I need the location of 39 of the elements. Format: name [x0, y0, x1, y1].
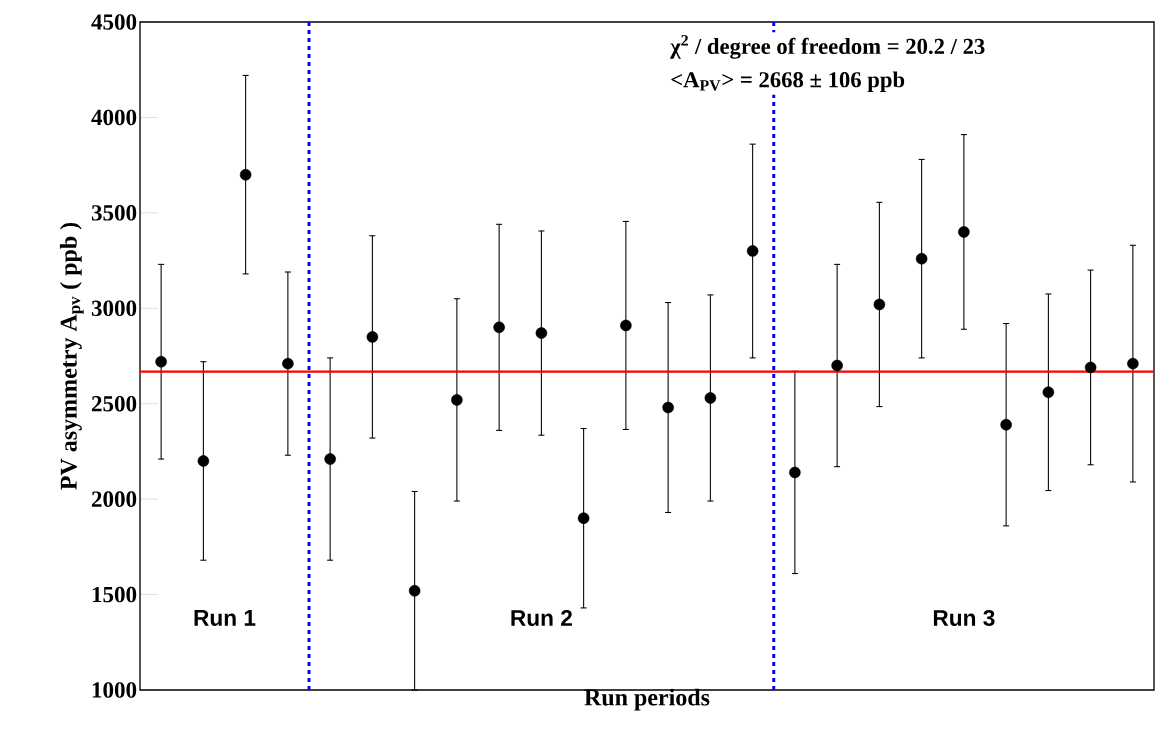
point — [873, 298, 886, 311]
point — [1127, 357, 1139, 370]
point — [746, 245, 759, 257]
point — [1000, 418, 1012, 431]
point — [535, 327, 548, 339]
annotation: Run 3 — [933, 609, 995, 627]
y-tick-label: 4000 — [91, 109, 137, 126]
point — [1042, 386, 1055, 399]
point — [577, 512, 590, 524]
annotation: <A$_{PV}$> = 2668 ± 106 ppb — [671, 71, 905, 92]
y-tick-label: 2000 — [91, 491, 137, 507]
point — [915, 252, 928, 265]
y-tick-label: 3500 — [91, 205, 137, 221]
point — [958, 226, 970, 238]
point — [197, 455, 210, 467]
point — [704, 392, 717, 404]
point — [366, 331, 379, 343]
point — [662, 401, 674, 414]
y-tick-label: 1000 — [92, 682, 137, 698]
y-tick-label: 4500 — [91, 14, 137, 30]
point — [493, 321, 505, 334]
point — [155, 355, 167, 368]
point — [239, 168, 252, 181]
point — [324, 453, 336, 465]
point — [282, 357, 294, 370]
y-tick-label: 2500 — [91, 395, 137, 412]
point — [1084, 361, 1097, 374]
point — [620, 319, 632, 332]
annotation: χ$^{2}$ / degree of freedom = 20.2 / 23 — [670, 34, 985, 59]
y-tick-label: 3000 — [91, 300, 137, 317]
x-axis-title: Run periods — [584, 688, 710, 711]
point — [831, 359, 843, 372]
point — [789, 466, 801, 479]
point — [408, 584, 421, 597]
point — [451, 394, 463, 406]
annotation: Run 2 — [511, 609, 572, 627]
y-axis-title: PV asymmetry A$_{pv}$ ( ppb ) — [59, 222, 84, 490]
y-tick-label: 1500 — [92, 586, 137, 603]
annotation: Run 1 — [194, 610, 256, 626]
